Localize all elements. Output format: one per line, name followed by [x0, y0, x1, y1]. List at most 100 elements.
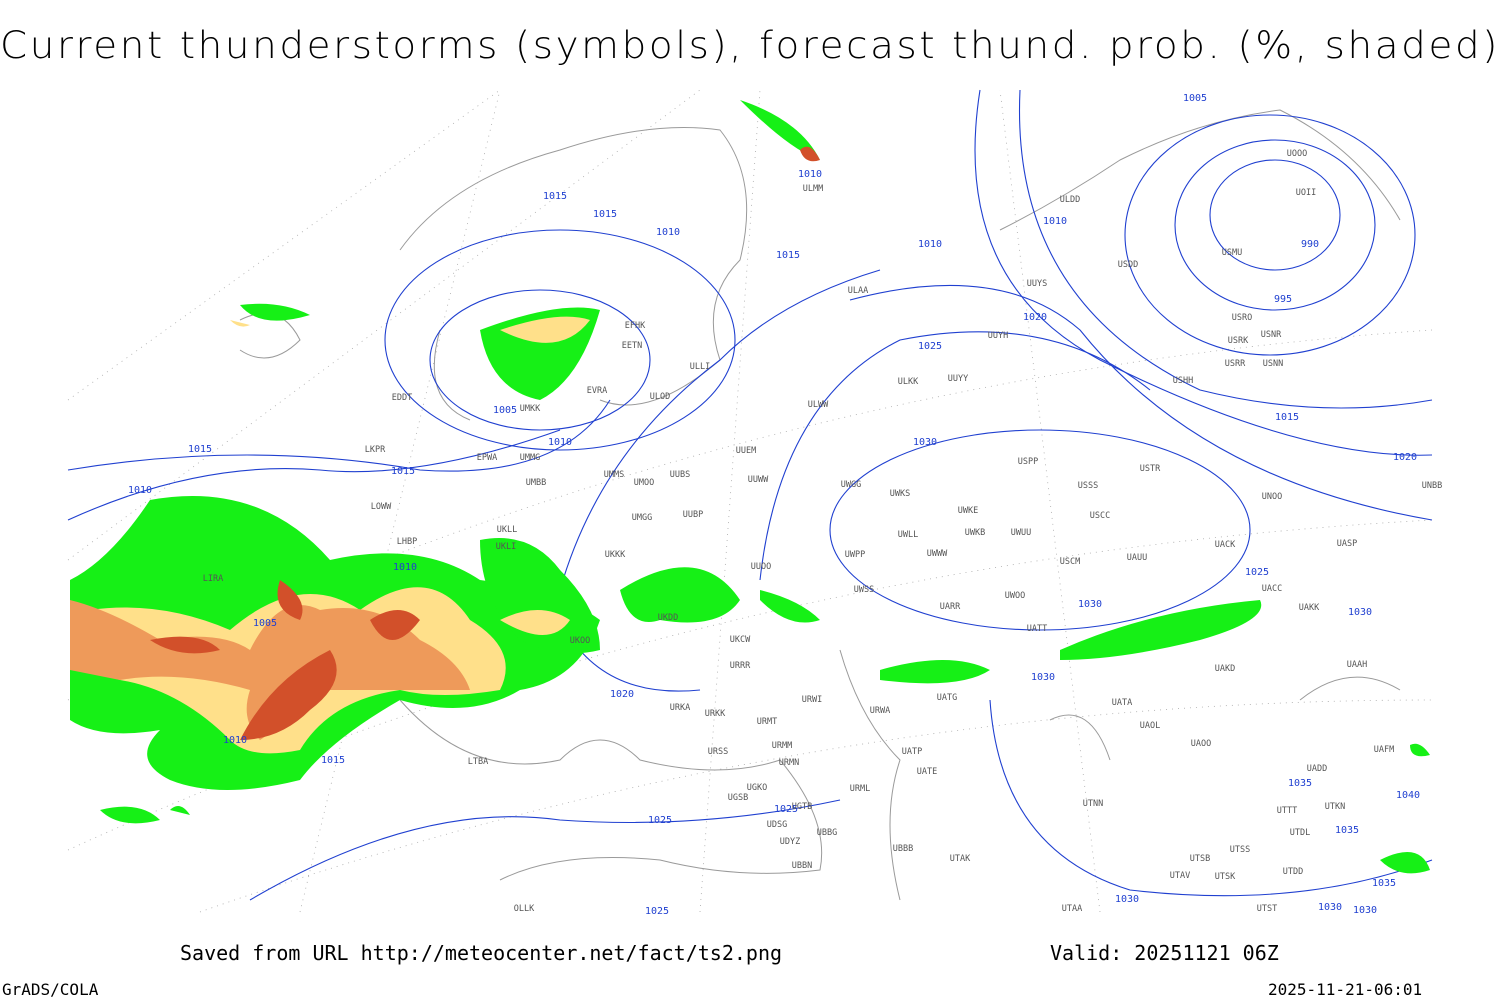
station-label: URKA	[670, 703, 690, 713]
station-label: UTAV	[1170, 871, 1190, 881]
station-label: UMKK	[520, 404, 541, 414]
station-label: UTSS	[1230, 845, 1250, 855]
isobar-label: 1020	[1393, 452, 1417, 463]
station-label: USPP	[1018, 457, 1038, 467]
station-label: USMU	[1222, 248, 1242, 258]
station-label: UMMG	[520, 453, 540, 463]
isobar-label: 1040	[1396, 790, 1420, 801]
station-label: ULMM	[803, 184, 823, 194]
station-label: UAOO	[1191, 739, 1211, 749]
isobar-label: 1035	[1335, 825, 1359, 836]
station-label: UUBP	[683, 510, 703, 520]
station-label: UACC	[1262, 584, 1282, 594]
timestamp: 2025-11-21-06:01	[1268, 980, 1422, 999]
station-label: UNBB	[1422, 481, 1442, 491]
station-label: UADD	[1307, 764, 1327, 774]
station-label: UDSG	[767, 820, 787, 830]
station-label: UWOO	[1005, 591, 1025, 601]
isobar-label: 995	[1274, 294, 1292, 305]
isobar-label: 1015	[543, 191, 567, 202]
station-label: UWWW	[927, 549, 948, 559]
station-label: UWPP	[845, 550, 865, 560]
station-label: LTBA	[468, 757, 488, 767]
isobar-label: 1015	[593, 209, 617, 220]
station-label: USRR	[1225, 359, 1246, 369]
station-label: UBBN	[792, 861, 812, 871]
station-label: UGSB	[728, 793, 748, 803]
station-label: UATT	[1027, 624, 1047, 634]
station-label: URRR	[730, 661, 751, 671]
station-label: UWKS	[890, 489, 910, 499]
isobar-label: 1035	[1288, 778, 1312, 789]
station-label: UKLI	[496, 542, 516, 552]
station-label: UUEM	[736, 446, 756, 456]
station-label: UTDD	[1283, 867, 1303, 877]
station-label: UBBB	[893, 844, 913, 854]
station-label: UDYZ	[780, 837, 800, 847]
station-label: OLLK	[514, 904, 535, 914]
station-label: UUWW	[748, 475, 769, 485]
isobar-label: 1025	[645, 906, 669, 917]
station-label: UTST	[1257, 904, 1277, 914]
isobar-label: 1030	[1348, 607, 1372, 618]
station-label: UUBS	[670, 470, 690, 480]
station-label: UTAA	[1062, 904, 1082, 914]
station-label: URKK	[705, 709, 726, 719]
isobar-label: 1010	[798, 169, 822, 180]
station-label: UTSB	[1190, 854, 1210, 864]
isobar-label: 1010	[223, 735, 247, 746]
isobar-label: 1030	[1078, 599, 1102, 610]
station-label: UATP	[902, 747, 922, 757]
isobar-label: 1005	[1183, 93, 1207, 104]
isobar-label: 1035	[1372, 878, 1396, 889]
station-label: USDD	[1118, 260, 1138, 270]
isobar-label: 1015	[1275, 412, 1299, 423]
station-label: EVRA	[587, 386, 607, 396]
valid-time: Valid: 20251121 06Z	[1050, 941, 1279, 965]
station-label: UUYH	[988, 331, 1008, 341]
isobar-label: 1030	[1031, 672, 1055, 683]
isobar-label: 1010	[128, 485, 152, 496]
source-url: Saved from URL http://meteocenter.net/fa…	[180, 941, 782, 965]
station-label: UAUU	[1127, 553, 1147, 563]
station-label: USTR	[1140, 464, 1161, 474]
isobar-label: 1015	[321, 755, 345, 766]
station-label: UUOO	[751, 562, 771, 572]
station-label: USHH	[1173, 376, 1193, 386]
station-label: UWKB	[965, 528, 985, 538]
station-label: LKPR	[365, 445, 386, 455]
isobar-label: 1010	[656, 227, 680, 238]
station-label: UKDD	[658, 613, 678, 623]
station-label: UTTT	[1277, 806, 1297, 816]
isobar-label: 1015	[391, 466, 415, 477]
isobar-label: 1030	[1115, 894, 1139, 905]
isobar-label: 1025	[918, 341, 942, 352]
station-label: UARR	[940, 602, 961, 612]
station-label: ULLI	[690, 362, 710, 372]
station-label: ULAA	[848, 286, 868, 296]
station-label: USRK	[1228, 336, 1249, 346]
isobar-label: 1010	[393, 562, 417, 573]
isobar-label: 1010	[918, 239, 942, 250]
isobar-label: 1005	[253, 618, 277, 629]
station-label: UWLL	[898, 530, 918, 540]
station-label: UTSK	[1215, 872, 1236, 882]
station-label: UKLL	[497, 525, 517, 535]
isobar-label: 1025	[648, 815, 672, 826]
station-label: LOWW	[371, 502, 392, 512]
isobar-label: 1030	[1318, 902, 1342, 913]
station-label: URML	[850, 784, 870, 794]
thunderstorm-probability	[70, 100, 1430, 874]
station-label: ULOD	[650, 392, 670, 402]
station-label: UAFM	[1374, 745, 1394, 755]
station-label: UMGG	[632, 513, 652, 523]
map-title: Current thunderstorms (symbols), forecas…	[0, 24, 1500, 67]
isobar-labels: 1015 1015 1010 1015 1010 1010 1010 1005 990 995 10…	[128, 93, 1420, 917]
isobar-label: 990	[1301, 239, 1319, 250]
station-label: URWA	[870, 706, 890, 716]
station-label: USSS	[1078, 481, 1098, 491]
isobar-label: 1030	[1353, 905, 1377, 916]
station-label: UMBB	[526, 478, 546, 488]
station-label: UGKO	[747, 783, 767, 793]
station-label: UWKE	[958, 506, 978, 516]
